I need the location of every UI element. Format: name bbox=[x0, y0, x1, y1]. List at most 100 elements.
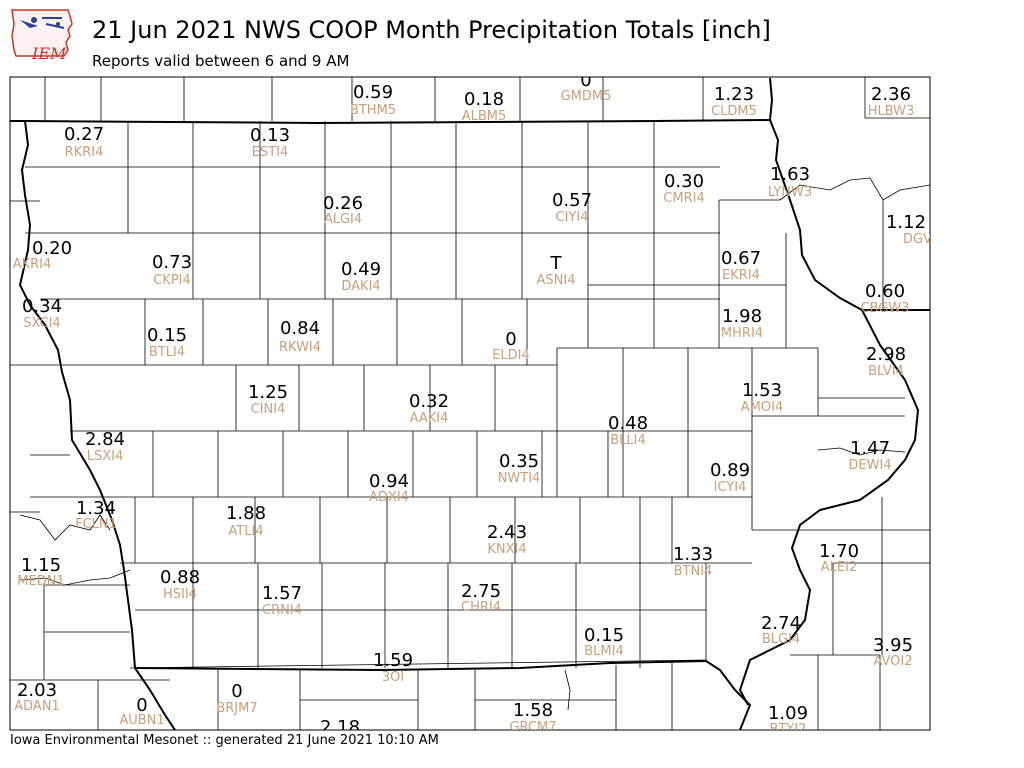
station-value: 1.12 bbox=[886, 212, 926, 233]
station-id: BTHM5 bbox=[350, 103, 396, 118]
station-id: AMOI4 bbox=[741, 400, 783, 415]
station-value: 0.34 bbox=[22, 296, 62, 317]
map-subtitle: Reports valid between 6 and 9 AM bbox=[92, 52, 350, 70]
station-id: GMDM5 bbox=[561, 89, 612, 104]
station-id: HLBW3 bbox=[868, 104, 915, 119]
station-id: AVOI2 bbox=[873, 654, 912, 669]
station-value: 1.34 bbox=[76, 498, 116, 519]
station-id: EKRI4 bbox=[722, 268, 760, 283]
station-value: 2.84 bbox=[85, 429, 125, 450]
station-id: ADAN1 bbox=[14, 699, 60, 714]
station-id: ASNI4 bbox=[537, 273, 576, 288]
station-id: ALEI2 bbox=[821, 560, 857, 575]
station-id: CKPI4 bbox=[153, 273, 191, 288]
station-value: 0.49 bbox=[341, 259, 381, 280]
station-value: 0.94 bbox=[369, 471, 409, 492]
station-id: MHRI4 bbox=[721, 326, 763, 341]
station-id: ATLI4 bbox=[228, 524, 263, 539]
station-id: HSII4 bbox=[163, 587, 197, 602]
station-value: 0 bbox=[580, 70, 591, 91]
station-id: ESTI4 bbox=[252, 145, 289, 160]
station-id: CINI4 bbox=[251, 402, 286, 417]
station-id: DEWI4 bbox=[848, 458, 891, 473]
station-id: SXCI4 bbox=[23, 316, 60, 331]
station-id: ALGI4 bbox=[324, 212, 362, 227]
station-value: 0.60 bbox=[865, 281, 905, 302]
station-value: 1.53 bbox=[742, 380, 782, 401]
station-value: 2.74 bbox=[761, 613, 801, 634]
station-id: AAKI4 bbox=[410, 411, 449, 426]
station-id: KNXI4 bbox=[487, 542, 526, 557]
station-value: 2.03 bbox=[17, 680, 57, 701]
station-value: 0.20 bbox=[32, 238, 72, 259]
station-value: 2.98 bbox=[866, 344, 906, 365]
station-value: 0.27 bbox=[64, 124, 104, 145]
station-id: DGVW3 bbox=[903, 232, 953, 247]
station-id: BLGI4 bbox=[762, 632, 800, 647]
station-value: 0.48 bbox=[608, 413, 648, 434]
station-value: 0.32 bbox=[409, 391, 449, 412]
station-id: CIYI4 bbox=[556, 210, 589, 225]
station-id: GRCM7 bbox=[509, 720, 556, 735]
station-value: 1.09 bbox=[768, 703, 808, 724]
station-value: 0.84 bbox=[280, 318, 320, 339]
station-id: MEDN1 bbox=[17, 574, 64, 589]
station-value: 0.67 bbox=[721, 248, 761, 269]
station-value: 1.70 bbox=[819, 541, 859, 562]
station-value: 0.15 bbox=[584, 625, 624, 646]
station-value: 1.57 bbox=[262, 583, 302, 604]
station-value: 0.73 bbox=[152, 252, 192, 273]
station-value: 0 bbox=[231, 681, 242, 702]
station-value: 1.25 bbox=[248, 382, 288, 403]
station-value: 0.35 bbox=[499, 451, 539, 472]
station-value: 0.15 bbox=[147, 325, 187, 346]
station-value: 1.88 bbox=[226, 503, 266, 524]
station-id: CHRI4 bbox=[461, 600, 501, 615]
station-value: 1.59 bbox=[373, 650, 413, 671]
station-id: BTYI2 bbox=[770, 722, 807, 737]
station-id: ICYI4 bbox=[714, 480, 747, 495]
station-value: 2.43 bbox=[487, 522, 527, 543]
station-value: 1.33 bbox=[673, 544, 713, 565]
station-value: 0.30 bbox=[664, 171, 704, 192]
station-id: BLMI4 bbox=[584, 644, 623, 659]
station-id: FCLN1 bbox=[75, 517, 117, 532]
station-id: NWTI4 bbox=[498, 471, 541, 486]
footer-credit: Iowa Environmental Mesonet :: generated … bbox=[10, 733, 439, 748]
station-id: ADXI4 bbox=[369, 490, 409, 505]
station-value: 2.75 bbox=[461, 581, 501, 602]
station-id: BLLI4 bbox=[610, 433, 646, 448]
station-id: CRNI4 bbox=[262, 603, 302, 618]
station-id: RKRI4 bbox=[65, 145, 104, 160]
station-id: DAKI4 bbox=[341, 279, 380, 294]
station-id: BRJM7 bbox=[216, 701, 257, 716]
header: IEM 21 Jun 2021 NWS COOP Month Precipita… bbox=[0, 0, 1024, 76]
station-value: 2.18 bbox=[320, 717, 360, 738]
station-value: 1.23 bbox=[714, 84, 754, 105]
map-title: 21 Jun 2021 NWS COOP Month Precipitation… bbox=[92, 16, 771, 44]
station-value: 0 bbox=[505, 329, 516, 350]
station-value: 2.36 bbox=[871, 84, 911, 105]
station-id: ELDI4 bbox=[492, 348, 530, 363]
station-id: CMRI4 bbox=[663, 191, 704, 206]
station-value: 1.58 bbox=[513, 700, 553, 721]
iowa-outline-icon bbox=[11, 9, 73, 57]
logo-text: IEM bbox=[32, 44, 67, 63]
station-value: 1.47 bbox=[850, 438, 890, 459]
station-value: 0.59 bbox=[353, 82, 393, 103]
station-id: BTLI4 bbox=[149, 345, 185, 360]
station-value: 1.98 bbox=[722, 306, 762, 327]
station-value: 3.95 bbox=[873, 635, 913, 656]
station-value: 1.63 bbox=[770, 164, 810, 185]
station-value: 0.13 bbox=[250, 125, 290, 146]
station-value: 0.26 bbox=[323, 193, 363, 214]
station-value: 1.15 bbox=[21, 555, 61, 576]
station-id: LYNW3 bbox=[768, 185, 812, 200]
station-id: RKWI4 bbox=[279, 340, 321, 355]
map-frame bbox=[9, 76, 931, 731]
station-id: ALBM5 bbox=[462, 109, 507, 124]
iem-logo: IEM bbox=[10, 6, 74, 63]
station-id: BTNI4 bbox=[674, 564, 713, 579]
